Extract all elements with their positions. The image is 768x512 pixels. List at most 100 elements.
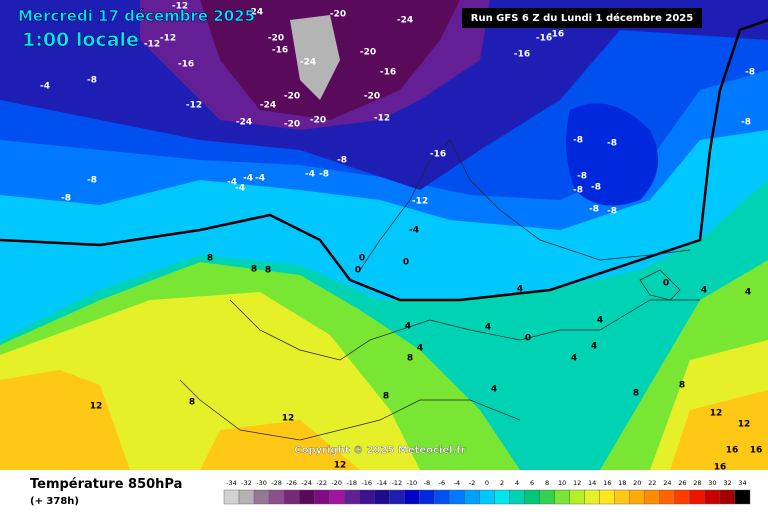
contour-label: -12 <box>186 101 202 111</box>
contour-label: 12 <box>282 414 295 424</box>
legend-tick-label: 16 <box>603 479 611 487</box>
legend-swatch <box>464 489 480 505</box>
temperature-field <box>0 0 768 470</box>
legend-tick-label: -6 <box>439 479 445 487</box>
legend-swatch <box>419 489 435 505</box>
contour-label: -24 <box>247 8 263 18</box>
contour-label: 16 <box>750 446 763 456</box>
legend-tick-label: -16 <box>361 479 372 487</box>
contour-label: 8 <box>265 266 271 276</box>
contour-label: -4 <box>235 184 245 194</box>
legend-swatch <box>268 489 285 505</box>
legend-tick-label: -4 <box>454 479 460 487</box>
legend-swatch <box>674 489 691 505</box>
contour-label: -16 <box>536 34 552 44</box>
legend-swatch <box>449 489 465 505</box>
legend-swatch <box>434 489 450 505</box>
contour-label: -4 <box>255 174 265 184</box>
legend-swatch <box>539 489 555 505</box>
contour-label: -20 <box>330 10 346 20</box>
legend-swatch <box>719 489 736 505</box>
contour-label: 0 <box>525 334 531 344</box>
legend-tick-label: -30 <box>256 479 267 487</box>
legend-swatch <box>734 489 751 505</box>
contour-label: -8 <box>87 176 97 186</box>
contour-label: -8 <box>87 76 97 86</box>
legend: -34 -32 -30 -28 -26 -24 -22 -20 -18 -16 -14 -12 -10-… <box>223 479 751 505</box>
legend-swatch <box>223 489 240 505</box>
contour-label: 4 <box>405 322 411 332</box>
legend-swatch <box>238 489 255 505</box>
contour-label: 8 <box>189 398 195 408</box>
legend-tick-label: 10 <box>558 479 566 487</box>
contour-label: 12 <box>738 420 751 430</box>
contour-label: 16 <box>714 463 727 473</box>
legend-swatch <box>584 489 600 505</box>
legend-swatch <box>253 489 270 505</box>
legend-tick-label: -10 <box>407 479 418 487</box>
legend-swatch <box>614 489 630 505</box>
contour-label: -12 <box>412 197 428 207</box>
legend-tick-label: -18 <box>346 479 357 487</box>
legend-tick-label: 32 <box>723 479 731 487</box>
legend-tick-label: -26 <box>286 479 297 487</box>
legend-swatch <box>404 489 420 505</box>
legend-swatch <box>644 489 661 505</box>
contour-label: -8 <box>319 170 329 180</box>
contour-label: -8 <box>573 186 583 196</box>
legend-tick-label: 18 <box>618 479 626 487</box>
date: Mercredi 17 décembre 2025 <box>18 7 255 25</box>
contour-label: -8 <box>607 139 617 149</box>
contour-label: -8 <box>337 156 347 166</box>
copyright: Copyright © 2025 Meteociel.fr <box>294 445 465 456</box>
contour-label: 8 <box>679 381 685 391</box>
contour-label: 0 <box>663 279 669 289</box>
contour-label: 8 <box>207 254 213 264</box>
legend-tick-label: 22 <box>648 479 656 487</box>
contour-label: 4 <box>701 286 707 296</box>
contour-label: -16 <box>380 68 396 78</box>
legend-tick-label: -32 <box>241 479 252 487</box>
legend-tick-label: -14 <box>376 479 387 487</box>
legend-tick-label: 26 <box>678 479 686 487</box>
legend-tick-label: 24 <box>663 479 671 487</box>
contour-label: -16 <box>272 46 288 56</box>
contour-label: -8 <box>573 136 583 146</box>
contour-label: -24 <box>397 16 413 26</box>
legend-tick-label: 34 <box>738 479 746 487</box>
legend-swatch <box>359 489 375 505</box>
contour-label: -12 <box>374 114 390 124</box>
run-box <box>462 8 702 28</box>
legend-swatch <box>554 489 570 505</box>
legend-tick-label: -34 <box>226 479 237 487</box>
contour-label: 4 <box>517 285 523 295</box>
legend-swatch <box>599 489 615 505</box>
contour-label: -16 <box>548 30 564 40</box>
contour-label: -4 <box>409 226 419 236</box>
contour-label: 8 <box>383 392 389 402</box>
legend-swatch <box>344 489 360 505</box>
contour-label: 0 <box>355 266 361 276</box>
legend-tick-label: -28 <box>271 479 282 487</box>
contour-label: 12 <box>710 409 723 419</box>
contour-label: -8 <box>591 183 601 193</box>
contour-label: 4 <box>591 342 597 352</box>
legend-swatch <box>689 489 706 505</box>
legend-tick-label: 30 <box>708 479 716 487</box>
contour-label: -20 <box>268 34 284 44</box>
contour-label: -4 <box>243 174 253 184</box>
legend-swatch <box>524 489 540 505</box>
legend-tick-label: 14 <box>588 479 596 487</box>
legend-tick-label: -20 <box>331 479 342 487</box>
contour-label: -20 <box>310 116 326 126</box>
run-info: Run GFS 6 Z du Lundi 1 décembre 2025 <box>471 12 693 24</box>
contour-label: 4 <box>745 288 751 298</box>
legend-swatch <box>659 489 676 505</box>
contour-label: -12 <box>172 2 188 12</box>
contour-label: 4 <box>597 316 603 326</box>
contour-label: -8 <box>577 172 587 182</box>
contour-label: 12 <box>334 461 347 471</box>
contour-label: -16 <box>178 60 194 70</box>
legend-tick-label: 0 <box>485 479 489 487</box>
legend-tick-label: 4 <box>515 479 519 487</box>
